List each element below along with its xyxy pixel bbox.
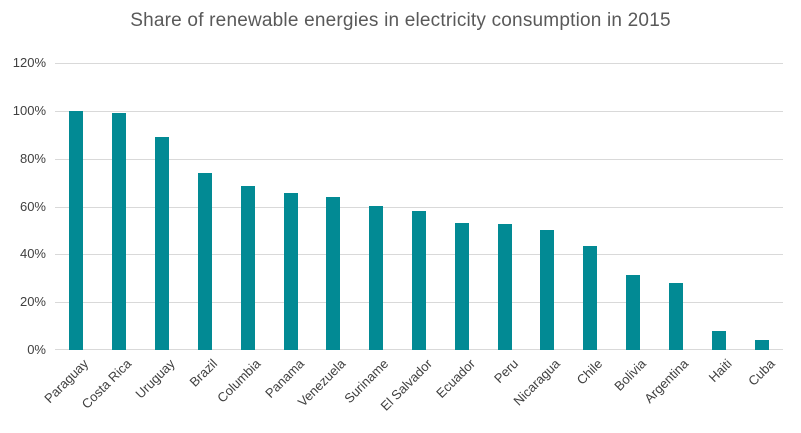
bar-columbia [241, 186, 255, 350]
x-axis-label-cuba: Cuba [745, 356, 778, 389]
gridline-80 [55, 159, 783, 160]
x-axis-label-haiti: Haiti [705, 356, 735, 386]
y-axis-tick-label-0: 0% [27, 342, 46, 357]
bar-el-salvador [412, 211, 426, 350]
x-axis-label-chile: Chile [574, 356, 606, 388]
plot-area [55, 63, 783, 350]
bar-costa-rica [112, 113, 126, 350]
bar-argentina [669, 283, 683, 350]
y-axis-tick-label-20: 20% [19, 294, 46, 309]
bar-nicaragua [540, 230, 554, 350]
gridline-120 [55, 63, 783, 64]
y-axis-tick-label-100: 100% [12, 103, 46, 118]
bar-ecuador [455, 223, 469, 350]
bar-venezuela [326, 197, 340, 350]
x-axis-label-columbia: Columbia [214, 356, 264, 406]
bar-haiti [712, 331, 726, 350]
bar-paraguay [69, 111, 83, 350]
y-axis: 0% 20% 40% 60% 80% 100% 120% [0, 55, 46, 357]
bar-uruguay [155, 137, 169, 350]
x-axis-label-peru: Peru [490, 356, 521, 387]
y-axis-tick-label-40: 40% [19, 246, 46, 261]
x-axis-label-uruguay: Uruguay [132, 356, 178, 402]
x-axis-label-bolivia: Bolivia [610, 356, 649, 394]
bar-cuba [755, 340, 769, 350]
x-axis-label-ecuador: Ecuador [432, 356, 478, 401]
x-axis-label-argentina: Argentina [641, 356, 692, 406]
bar-brazil [198, 173, 212, 350]
gridline-60 [55, 207, 783, 208]
chart-title: Share of renewable energies in electrici… [130, 10, 671, 31]
bar-panama [284, 193, 298, 350]
bar-chile [583, 246, 597, 350]
bar-peru [498, 224, 512, 350]
x-axis-label-brazil: Brazil [187, 356, 221, 390]
gridline-100 [55, 111, 783, 112]
bar-bolivia [626, 275, 640, 350]
bar-suriname [369, 206, 383, 350]
x-axis: Paraguay Costa Rica Uruguay Brazil Columbia P… [0, 356, 801, 433]
y-axis-tick-label-120: 120% [12, 55, 46, 70]
y-axis-tick-label-80: 80% [19, 151, 46, 166]
y-axis-tick-label-60: 60% [19, 199, 46, 214]
